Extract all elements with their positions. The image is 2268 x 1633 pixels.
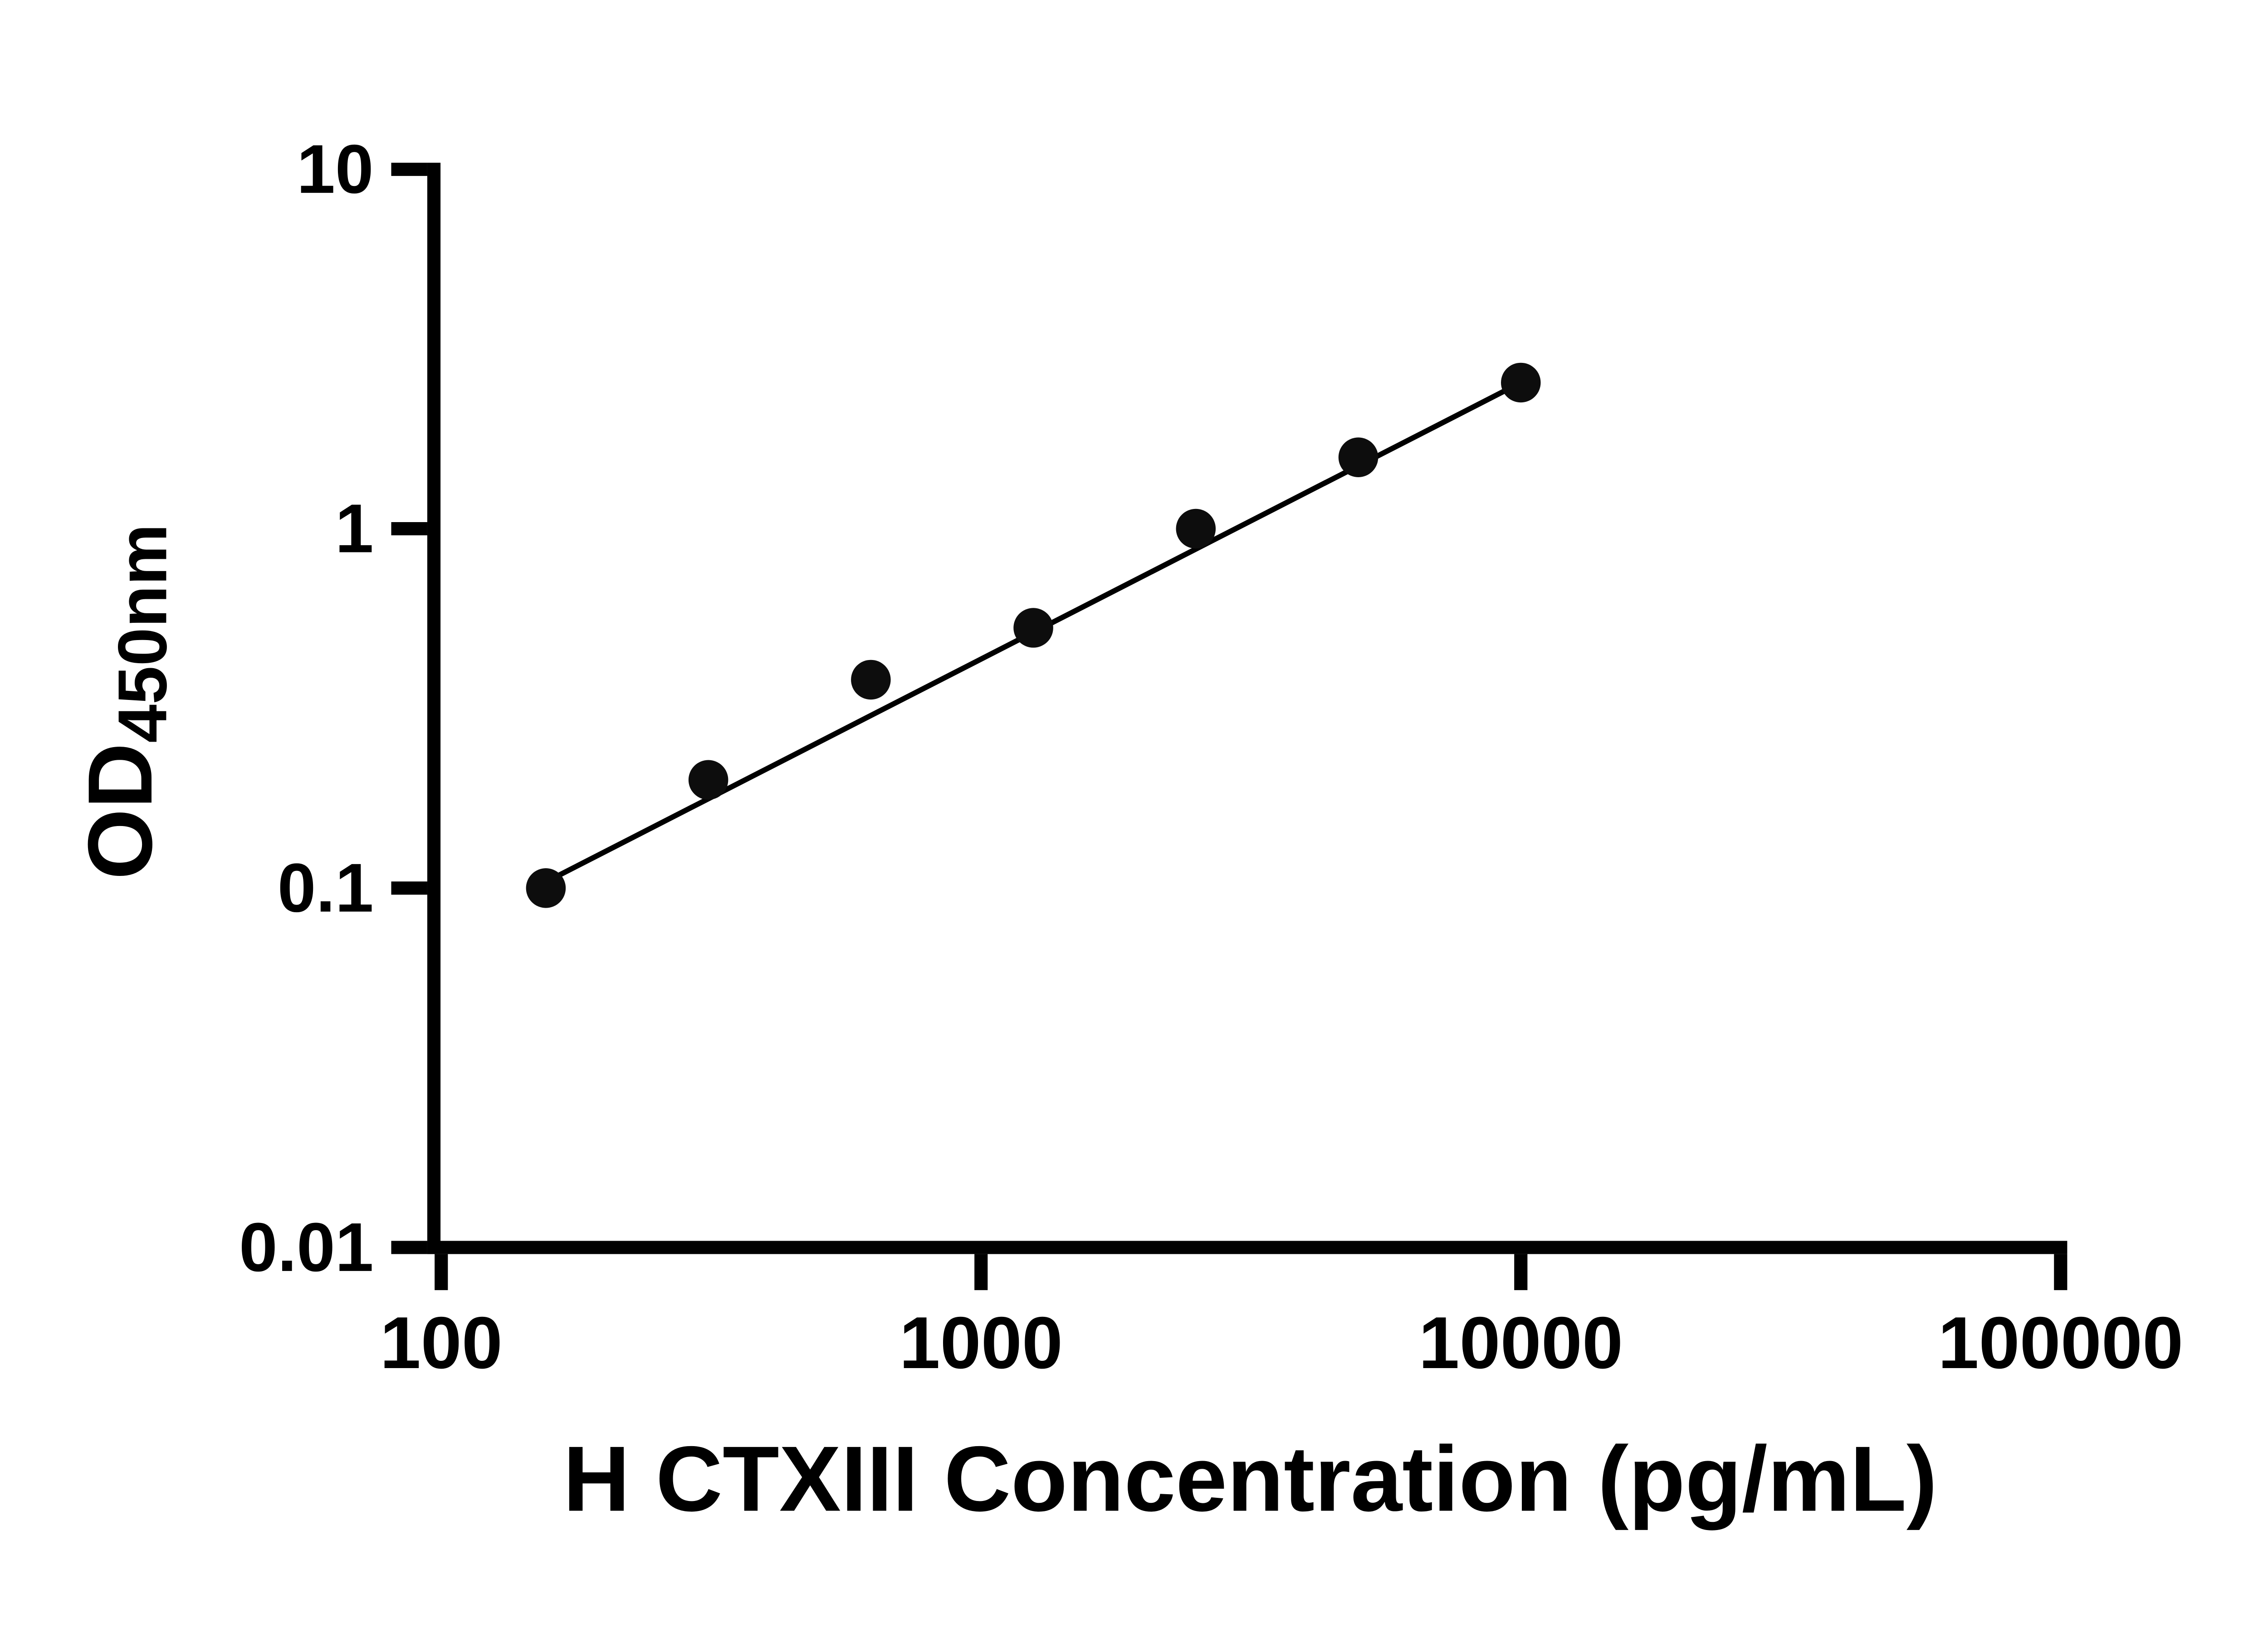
x-tick-label: 100 xyxy=(380,1302,503,1384)
y-axis-title-subscript: 450nm xyxy=(104,524,181,743)
y-tick-label: 0.1 xyxy=(278,850,374,927)
x-tick-label: 10000 xyxy=(1418,1302,1623,1384)
x-tick-label: 1000 xyxy=(899,1302,1063,1384)
y-tick-label: 1 xyxy=(335,490,374,567)
data-point xyxy=(851,660,891,700)
x-tick-label: 100000 xyxy=(1938,1302,2183,1384)
data-point xyxy=(688,760,728,800)
axis-tick-labels: 100 1000 10000 100000 0.01 0.1 1 10 xyxy=(239,131,2183,1384)
y-tick-label: 10 xyxy=(297,131,373,208)
data-point xyxy=(526,868,566,908)
data-point xyxy=(1338,437,1378,477)
y-axis-title: OD450nm xyxy=(69,524,181,880)
x-axis-title: H CTXIII Concentration (pg/mL) xyxy=(563,1427,1937,1530)
axes xyxy=(427,162,2068,1254)
y-axis-title-main: OD xyxy=(69,743,171,880)
axis-ticks xyxy=(391,162,2068,1291)
data-point xyxy=(1501,362,1541,403)
data-series xyxy=(526,362,1541,908)
data-point xyxy=(1176,508,1216,549)
data-point xyxy=(1013,608,1053,648)
y-tick-label: 0.01 xyxy=(239,1209,374,1286)
